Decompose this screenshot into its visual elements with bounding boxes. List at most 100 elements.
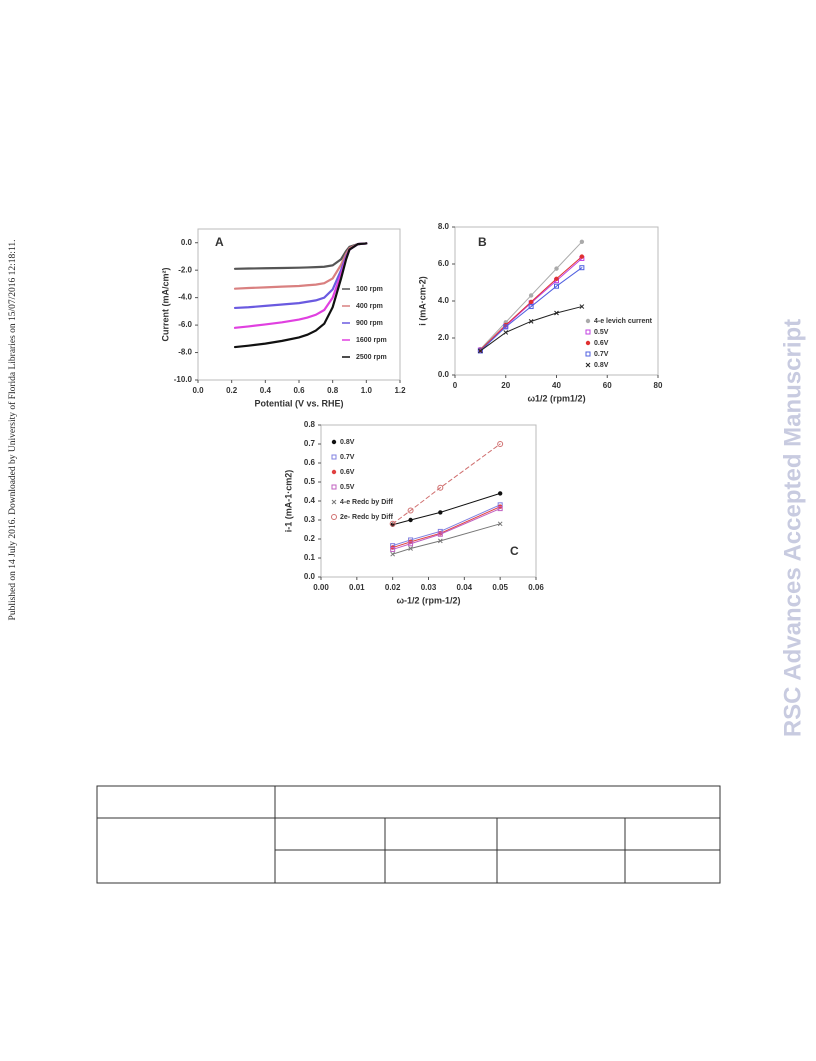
table-frame <box>96 785 721 884</box>
y-tick-label: 6.0 <box>438 259 450 268</box>
marker <box>503 330 509 335</box>
x-tick-label: 1.0 <box>361 386 373 395</box>
series-line <box>233 242 368 310</box>
chart: 0.0 0.2 0.4 0.6 0.8 1.0 1.2 0.0 -2.0 -4.0 -6.0 -8.0… <box>160 228 406 408</box>
marker <box>503 324 509 330</box>
marker <box>585 351 591 357</box>
x-tick-label: 0.4 <box>260 386 272 395</box>
marker <box>331 499 337 505</box>
x-tick-label: 60 <box>603 381 612 390</box>
legend-label: 400 rpm <box>356 303 383 310</box>
marker <box>477 348 483 354</box>
marker <box>528 318 534 324</box>
series-line <box>392 504 501 547</box>
x-tick-label: 0.02 <box>385 583 401 592</box>
plot-frame <box>454 226 659 376</box>
x-tick-label: 40 <box>552 381 561 390</box>
chart: 0.00 0.01 0.02 0.03 0.04 0.05 0.06 0.0 0.1 0.2 0.3… <box>283 420 544 605</box>
marker <box>331 454 337 460</box>
x-tick-label: 1.2 <box>394 386 406 395</box>
legend-label: 0.6V <box>594 340 609 347</box>
y-tick-label: 8.0 <box>438 222 450 231</box>
marker <box>478 348 483 354</box>
marker <box>331 514 337 520</box>
marker <box>554 310 559 316</box>
x-axis-label: ω1/2 (rpm1/2) <box>527 393 585 403</box>
x-axis-label: ω-1/2 (rpm-1/2) <box>396 595 460 605</box>
y-tick-label: -2.0 <box>178 265 192 274</box>
y-axis-label: i (mA·cm-2) <box>417 276 427 326</box>
marker <box>497 506 503 512</box>
marker <box>437 531 443 537</box>
marker <box>331 439 337 445</box>
marker <box>585 329 591 335</box>
y-tick-label: 0.1 <box>304 553 316 562</box>
marker <box>408 546 413 551</box>
y-tick-label: 0.7 <box>304 439 316 448</box>
marker <box>389 520 396 527</box>
y-tick-label: 0.0 <box>438 370 450 379</box>
series-line <box>392 506 501 549</box>
y-tick-label: 2.0 <box>438 333 450 342</box>
legend-label: 4-e levich current <box>594 318 653 325</box>
marker <box>585 340 591 346</box>
series-line <box>479 267 583 352</box>
x-tick-label: 0.05 <box>492 583 508 592</box>
legend-label: 0.6V <box>340 469 355 476</box>
marker <box>390 546 396 552</box>
series-line <box>392 492 501 526</box>
side-note: Published on 14 July 2016. Downloaded by… <box>7 240 18 621</box>
legend-label: 4-e Redc by Diff <box>340 499 394 506</box>
panel-label: B <box>478 235 487 249</box>
y-axis-label: Current (mA/cm²) <box>160 267 170 341</box>
series-line <box>479 306 583 352</box>
y-tick-label: -10.0 <box>174 375 193 384</box>
y-tick-label: 0.6 <box>304 458 316 467</box>
marker <box>407 507 414 514</box>
legend-label: 900 rpm <box>356 320 383 327</box>
y-axis-label: i-1 (mA-1·cm2) <box>283 470 293 533</box>
marker <box>554 276 559 281</box>
marker <box>497 441 504 447</box>
y-tick-label: -6.0 <box>178 320 192 329</box>
marker <box>579 239 585 244</box>
x-tick-label: 0.01 <box>349 583 365 592</box>
legend-label: 0.5V <box>340 484 355 491</box>
marker <box>497 491 503 496</box>
y-tick-label: 0.2 <box>304 534 316 543</box>
watermark: RSC Advances Accepted Manuscript <box>779 319 806 737</box>
x-tick-label: 20 <box>501 381 510 390</box>
marker <box>579 254 585 259</box>
legend-label: 2e- Redc by Diff <box>340 514 394 521</box>
x-tick-label: 0.06 <box>528 583 544 592</box>
marker <box>438 510 443 515</box>
marker <box>408 517 413 523</box>
panel-label: C <box>510 544 519 558</box>
legend-label: 0.8V <box>340 439 355 446</box>
chart: 0 20 40 60 80 0.0 2.0 4.0 6.0 8.0 ω1/2 (rpm1/2) i (… <box>417 222 663 403</box>
x-tick-label: 0.2 <box>226 386 238 395</box>
series-line <box>392 508 501 550</box>
legend-label: 100 rpm <box>356 286 383 293</box>
x-axis-label: Potential (V vs. RHE) <box>254 398 343 408</box>
x-tick-label: 0.8 <box>327 386 339 395</box>
marker <box>528 293 534 298</box>
marker <box>579 265 585 271</box>
marker <box>554 266 559 271</box>
x-tick-label: 80 <box>654 381 663 390</box>
x-tick-label: 0 <box>453 381 458 390</box>
legend-label: 0.5V <box>594 329 609 336</box>
x-tick-label: 0.04 <box>457 583 473 592</box>
y-tick-label: 4.0 <box>438 296 450 305</box>
marker <box>585 362 591 368</box>
y-tick-label: 0.0 <box>304 572 316 581</box>
marker <box>331 469 337 475</box>
legend-label: 1600 rpm <box>356 337 387 344</box>
y-tick-label: 0.0 <box>181 238 193 247</box>
legend-label: 0.7V <box>594 351 609 358</box>
y-tick-label: 0.8 <box>304 420 316 429</box>
x-tick-label: 0.03 <box>421 583 437 592</box>
table <box>96 785 721 884</box>
y-tick-label: 0.4 <box>304 496 316 505</box>
